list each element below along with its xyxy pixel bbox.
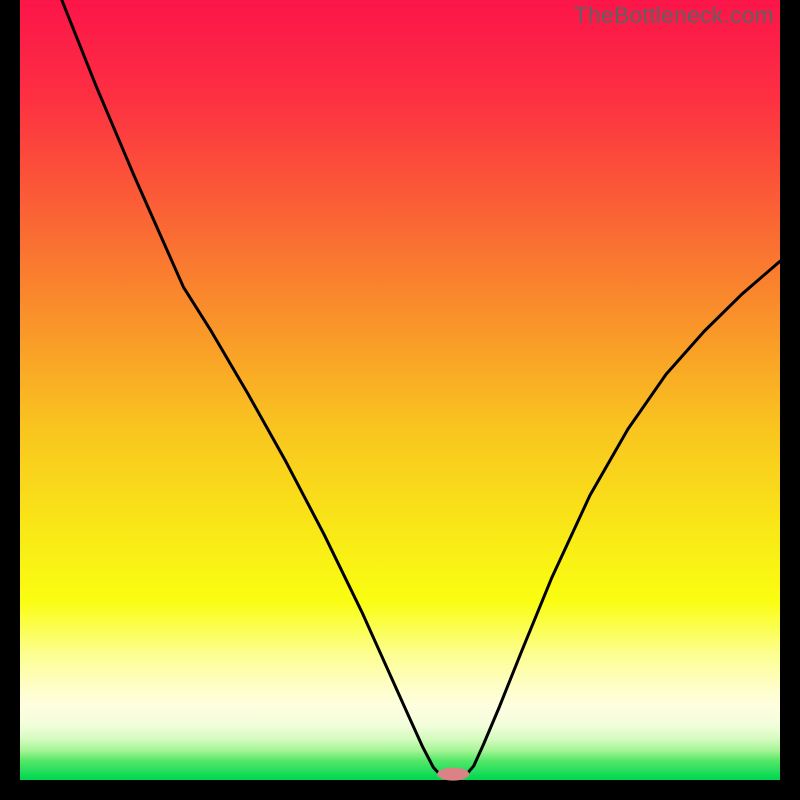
- chart-container: TheBottleneck.com: [0, 0, 800, 800]
- watermark-text: TheBottleneck.com: [574, 2, 774, 29]
- plot-background: [20, 0, 780, 780]
- optimum-marker: [437, 768, 469, 781]
- bottleneck-chart: [0, 0, 800, 800]
